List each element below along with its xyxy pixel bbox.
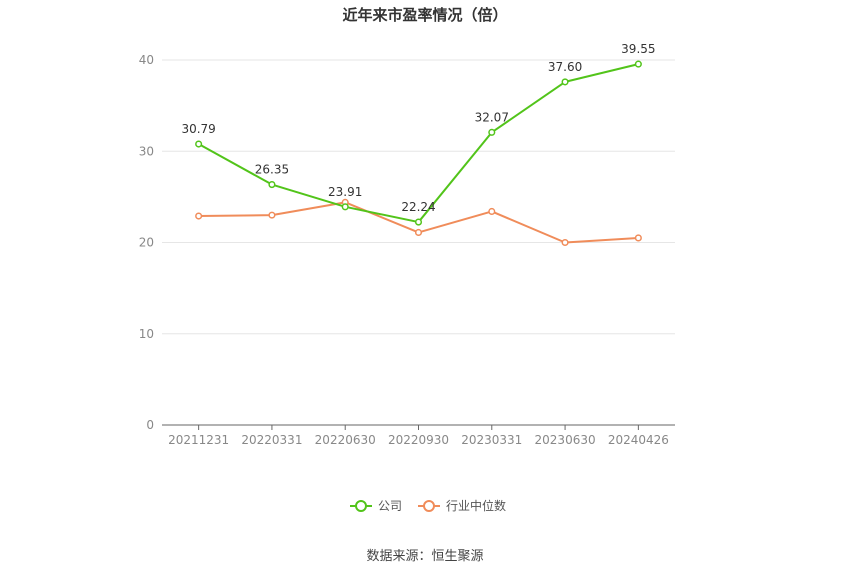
series-line-0 bbox=[198, 63, 639, 224]
chart-title: 近年来市盈率情况（倍） bbox=[342, 6, 507, 24]
series-layer bbox=[195, 60, 642, 247]
data-point bbox=[268, 211, 276, 219]
x-tick-label: 20230331 bbox=[461, 433, 522, 447]
axes: 0 10 20 30 40 20211231 20220331 20220630 2022093… bbox=[139, 53, 675, 447]
data-point bbox=[195, 212, 203, 220]
x-tick-label: 20211231 bbox=[168, 433, 229, 447]
data-point bbox=[414, 228, 423, 237]
data-point bbox=[561, 78, 569, 86]
data-point bbox=[561, 238, 569, 247]
legend: 公司 行业中位数 bbox=[350, 498, 506, 513]
data-labels: 30.79 26.35 23.91 22.24 32.07 37.60 39.55 bbox=[181, 42, 655, 214]
data-label: 39.55 bbox=[621, 42, 655, 56]
y-tick-label: 10 bbox=[139, 327, 154, 341]
legend-label: 行业中位数 bbox=[446, 498, 506, 513]
data-label: 22.24 bbox=[401, 200, 435, 214]
data-point bbox=[634, 60, 642, 68]
x-tick-label: 20220930 bbox=[388, 433, 449, 447]
y-tick-label: 40 bbox=[139, 53, 154, 67]
y-tick-label: 0 bbox=[146, 418, 154, 432]
y-tick-label: 20 bbox=[139, 236, 154, 250]
legend-label: 公司 bbox=[378, 499, 402, 513]
grid-lines bbox=[162, 59, 675, 335]
x-tick-label: 20220331 bbox=[241, 433, 302, 447]
y-tick-label: 30 bbox=[139, 144, 154, 158]
x-tick-label: 20220630 bbox=[315, 433, 376, 447]
data-label: 26.35 bbox=[255, 163, 289, 177]
data-label: 30.79 bbox=[181, 122, 215, 136]
data-point bbox=[488, 207, 496, 216]
data-point bbox=[414, 218, 423, 226]
data-label: 37.60 bbox=[548, 60, 582, 74]
data-label: 32.07 bbox=[475, 110, 509, 124]
data-point bbox=[195, 140, 203, 148]
data-point bbox=[488, 128, 496, 136]
data-point bbox=[341, 203, 349, 211]
x-tick-label: 20240426 bbox=[608, 433, 669, 447]
legend-marker bbox=[423, 500, 435, 512]
legend-marker bbox=[355, 500, 367, 512]
x-tick-label: 20230630 bbox=[535, 433, 596, 447]
source-note: 数据来源：恒生聚源 bbox=[366, 549, 483, 564]
data-point bbox=[268, 181, 276, 189]
data-point bbox=[634, 234, 642, 242]
data-label: 23.91 bbox=[328, 185, 362, 199]
